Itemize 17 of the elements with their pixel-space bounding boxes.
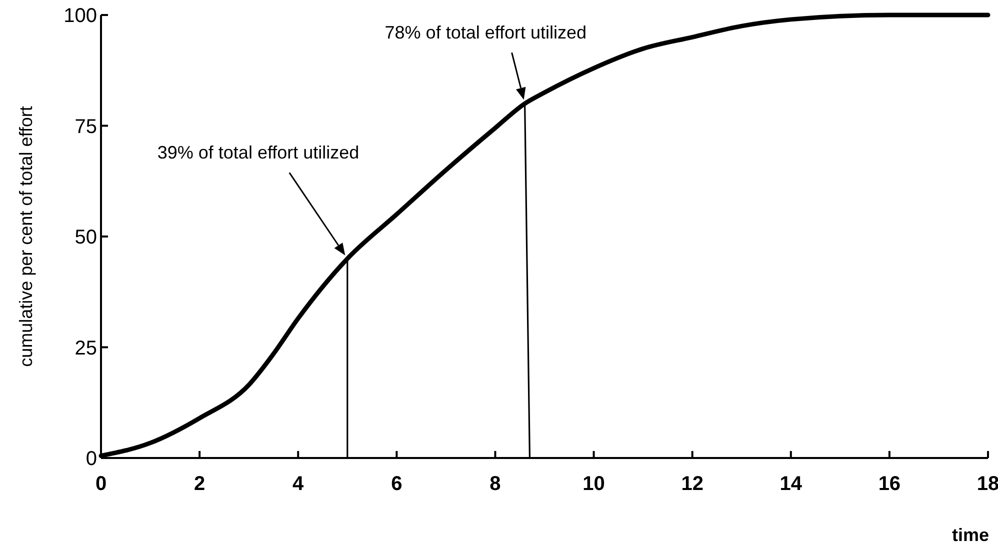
x-tick-label: 6 — [391, 473, 402, 495]
annotation: 39% of total effort utilized — [157, 142, 360, 163]
x-tick-label: 4 — [292, 473, 305, 495]
y-tick-label: 50 — [74, 226, 97, 248]
x-tick-label: 2 — [194, 473, 206, 495]
x-tick-label: 14 — [780, 473, 803, 495]
x-axis-title: time — [952, 525, 989, 545]
x-tick-label: 8 — [490, 473, 501, 495]
x-tick-label: 16 — [878, 473, 901, 495]
y-axis-title: cumulative per cent of total effort — [16, 106, 36, 367]
y-tick-label: 0 — [86, 448, 97, 470]
y-tick-label: 25 — [74, 337, 97, 360]
y-tick-label: 100 — [64, 5, 97, 27]
y-tick-label: 75 — [74, 116, 97, 138]
x-tick-label: 10 — [582, 473, 605, 495]
x-tick-label: 12 — [681, 473, 704, 495]
annotation: 78% of total effort utilized — [384, 22, 587, 43]
